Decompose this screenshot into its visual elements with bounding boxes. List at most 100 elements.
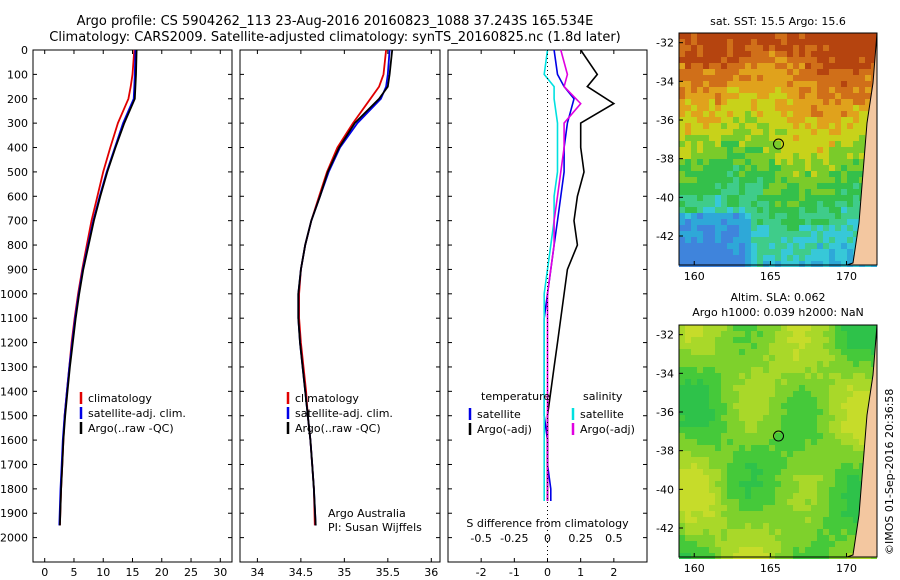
map-cell: [763, 361, 769, 367]
map-cell: [733, 81, 739, 87]
map-cell: [823, 499, 829, 505]
map-cell: [859, 457, 865, 463]
map-cell: [751, 177, 757, 183]
map-cell: [697, 433, 703, 439]
map-cell: [775, 367, 781, 373]
map-cell: [733, 367, 739, 373]
map-cell: [865, 391, 871, 397]
map-cell: [781, 469, 787, 475]
map-cell: [829, 57, 835, 63]
sla-map-title-line1: Altim. SLA: 0.062: [730, 291, 825, 304]
y-tick-label: 1800: [0, 483, 28, 496]
map-cell: [841, 261, 847, 267]
map-cell: [775, 409, 781, 415]
map-cell: [703, 367, 709, 373]
map-cell: [763, 147, 769, 153]
map-cell: [763, 243, 769, 249]
map-cell: [727, 463, 733, 469]
map-cell: [853, 391, 859, 397]
map-cell: [835, 225, 841, 231]
legend-label: Argo(..raw -QC): [295, 422, 381, 435]
map-cell: [847, 391, 853, 397]
map-cell: [697, 255, 703, 261]
map-cell: [775, 111, 781, 117]
map-cell: [787, 87, 793, 93]
map-cell: [691, 63, 697, 69]
map-cell: [859, 117, 865, 123]
x-tick-label: 15: [126, 566, 140, 579]
y-tick-label: 1000: [0, 288, 28, 301]
map-cell: [733, 523, 739, 529]
map-cell: [745, 457, 751, 463]
map-cell: [697, 505, 703, 511]
map-cell: [859, 75, 865, 81]
map-cell: [721, 177, 727, 183]
map-cell: [835, 511, 841, 517]
map-cell: [715, 165, 721, 171]
map-cell: [817, 337, 823, 343]
map-cell: [763, 57, 769, 63]
map-cell: [799, 105, 805, 111]
map-cell: [757, 397, 763, 403]
map-cell: [847, 439, 853, 445]
map-cell: [769, 171, 775, 177]
map-cell: [715, 325, 721, 331]
map-cell: [745, 57, 751, 63]
map-cell: [781, 75, 787, 81]
map-cell: [739, 337, 745, 343]
map-cell: [805, 487, 811, 493]
map-cell: [781, 81, 787, 87]
map-cell: [829, 249, 835, 255]
map-cell: [769, 129, 775, 135]
map-cell: [769, 189, 775, 195]
map-cell: [763, 177, 769, 183]
map-cell: [817, 385, 823, 391]
map-cell: [793, 439, 799, 445]
map-cell: [829, 123, 835, 129]
map-cell: [721, 141, 727, 147]
map-cell: [859, 51, 865, 57]
map-cell: [703, 183, 709, 189]
map-cell: [775, 51, 781, 57]
map-cell: [769, 75, 775, 81]
map-cell: [793, 99, 799, 105]
map-cell: [679, 165, 685, 171]
map-cell: [745, 397, 751, 403]
map-cell: [799, 415, 805, 421]
map-cell: [829, 189, 835, 195]
map-cell: [799, 75, 805, 81]
map-cell: [679, 337, 685, 343]
y-tick-label: -38: [656, 153, 674, 166]
map-cell: [781, 373, 787, 379]
map-cell: [823, 325, 829, 331]
map-cell: [763, 475, 769, 481]
map-cell: [835, 207, 841, 213]
map-cell: [829, 433, 835, 439]
map-cell: [847, 361, 853, 367]
map-cell: [721, 499, 727, 505]
map-cell: [691, 213, 697, 219]
top-tick-label: -0.5: [470, 532, 491, 545]
map-cell: [793, 517, 799, 523]
map-cell: [847, 367, 853, 373]
map-cell: [709, 171, 715, 177]
map-cell: [805, 99, 811, 105]
map-cell: [733, 39, 739, 45]
map-cell: [739, 45, 745, 51]
map-cell: [691, 337, 697, 343]
map-cell: [697, 325, 703, 331]
map-cell: [727, 171, 733, 177]
map-cell: [775, 135, 781, 141]
map-cell: [691, 343, 697, 349]
map-cell: [751, 219, 757, 225]
map-cell: [775, 237, 781, 243]
map-cell: [853, 499, 859, 505]
map-cell: [793, 409, 799, 415]
map-cell: [721, 481, 727, 487]
x-tick-label: 165: [760, 270, 781, 283]
map-cell: [781, 231, 787, 237]
map-cell: [751, 475, 757, 481]
map-cell: [781, 171, 787, 177]
map-cell: [781, 379, 787, 385]
map-cell: [745, 237, 751, 243]
